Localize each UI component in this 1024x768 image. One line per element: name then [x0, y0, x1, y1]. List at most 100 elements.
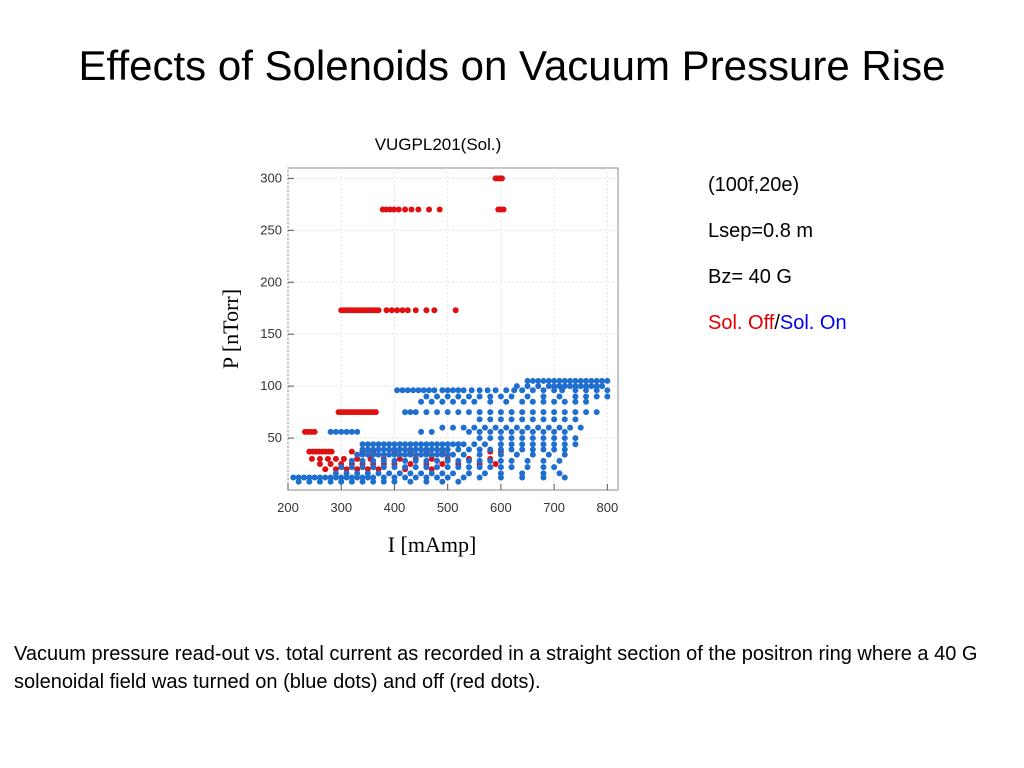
data-point [354, 470, 361, 477]
data-point [455, 441, 462, 448]
data-point [402, 464, 409, 471]
data-point [508, 393, 515, 400]
data-point [577, 383, 584, 390]
data-point [497, 464, 504, 471]
data-point [497, 393, 504, 400]
data-point [604, 387, 611, 394]
data-point [428, 451, 435, 458]
x-axis-label: I [mAmp] [388, 532, 477, 557]
data-point [535, 383, 542, 390]
data-point [316, 455, 323, 462]
data-point [500, 206, 507, 213]
data-point [338, 428, 345, 435]
data-point [497, 470, 504, 477]
data-point [338, 478, 345, 485]
data-point [572, 387, 579, 394]
data-point [408, 206, 415, 213]
data-point [519, 416, 526, 423]
data-point [519, 428, 526, 435]
data-point [545, 377, 552, 384]
data-point [380, 446, 387, 453]
data-point [444, 474, 451, 481]
data-point [364, 470, 371, 477]
data-point [503, 398, 510, 405]
data-point [426, 387, 433, 394]
data-point [380, 478, 387, 485]
data-point [327, 474, 334, 481]
data-point [354, 474, 361, 481]
data-point [540, 474, 547, 481]
data-point [343, 466, 350, 473]
data-point [390, 206, 397, 213]
data-point [404, 387, 411, 394]
data-point [561, 435, 568, 442]
data-point [529, 387, 536, 394]
data-point [391, 446, 398, 453]
data-point [434, 451, 441, 458]
data-point [551, 377, 558, 384]
data-point [386, 446, 393, 453]
data-point [519, 387, 526, 394]
data-point [511, 387, 518, 394]
data-point [338, 474, 345, 481]
data-point [551, 435, 558, 442]
data-point [423, 446, 430, 453]
data-point [407, 478, 414, 485]
data-point [348, 428, 355, 435]
data-point [487, 416, 494, 423]
data-point [332, 470, 339, 477]
data-point [359, 446, 366, 453]
data-point [535, 424, 542, 431]
data-point [476, 416, 483, 423]
data-point [567, 424, 574, 431]
data-point [492, 461, 499, 468]
data-point [423, 441, 430, 448]
data-point [529, 446, 536, 453]
data-point [492, 424, 499, 431]
data-point [290, 474, 297, 481]
data-point [370, 446, 377, 453]
data-point [476, 446, 483, 453]
data-point [391, 464, 398, 471]
data-point [412, 457, 419, 464]
data-point [348, 457, 355, 464]
data-point [391, 451, 398, 458]
data-point [572, 398, 579, 405]
data-point [332, 428, 339, 435]
data-point [508, 441, 515, 448]
data-point [402, 474, 409, 481]
data-point [434, 409, 441, 416]
data-point [327, 461, 334, 468]
data-point [370, 441, 377, 448]
data-point [599, 377, 606, 384]
legend-sol-off: Sol. Off [708, 312, 775, 334]
data-point [540, 457, 547, 464]
data-point [476, 474, 483, 481]
data-point [561, 474, 568, 481]
data-point [418, 441, 425, 448]
data-point [450, 441, 456, 448]
data-point [583, 383, 590, 390]
data-point [439, 441, 446, 448]
legend-sol-on: Sol. On [779, 312, 847, 334]
data-point [572, 409, 579, 416]
data-point [487, 446, 494, 453]
data-point [583, 409, 590, 416]
data-point [519, 435, 526, 442]
data-point [412, 474, 419, 481]
data-point [460, 474, 467, 481]
data-point [508, 435, 515, 442]
figure-caption: Vacuum pressure read-out vs. total curre… [14, 643, 978, 693]
data-point [583, 387, 590, 394]
data-point [396, 470, 403, 477]
data-point [540, 393, 547, 400]
data-point [306, 474, 313, 481]
data-point [316, 478, 323, 485]
data-point [455, 464, 462, 471]
data-point [508, 457, 515, 464]
data-point [450, 470, 456, 477]
data-point [604, 377, 611, 384]
legend-note: Sol. Off/Sol. On [708, 312, 847, 335]
data-point [455, 457, 462, 464]
y-tick-label: 100 [260, 378, 282, 393]
